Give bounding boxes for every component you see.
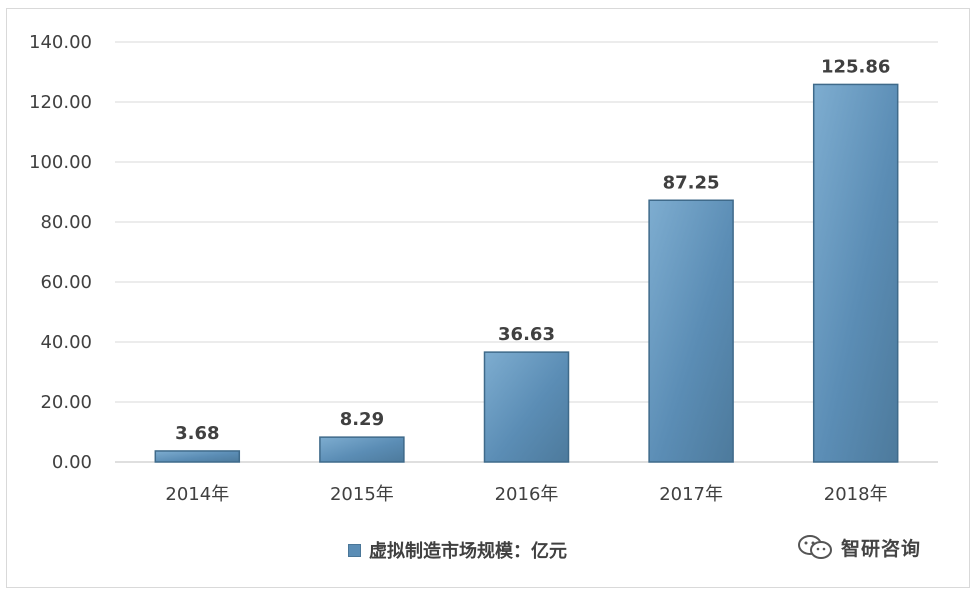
x-axis-categories: 2014年 2015年 2016年 2017年 2018年 [165,484,887,505]
data-labels: 3.68 8.29 36.63 87.25 125.86 [175,56,890,444]
y-tick-label: 80.00 [40,212,92,233]
wechat-icon [798,535,832,559]
y-axis-ticks: 0.00 20.00 40.00 60.00 80.00 100.00 120.00 140.… [29,32,92,473]
legend-label: 虚拟制造市场规模：亿元 [369,541,567,562]
gridlines [115,41,938,463]
data-label: 3.68 [175,423,219,444]
chart-frame [6,8,970,588]
data-label: 36.63 [498,324,555,345]
y-tick-label: 20.00 [40,392,92,413]
data-label: 125.86 [821,56,890,77]
x-category-label: 2014年 [165,484,229,505]
y-tick-label: 140.00 [29,32,92,53]
watermark-text: 智研咨询 [841,537,922,560]
watermark: 智研咨询 [795,533,921,561]
legend: 虚拟制造市场规模：亿元 [348,537,567,563]
data-label: 8.29 [340,409,384,430]
bar [319,436,405,463]
bar [812,83,899,463]
x-category-label: 2016年 [495,484,559,505]
x-category-label: 2015年 [330,484,394,505]
y-tick-label: 0.00 [52,452,92,473]
y-tick-label: 40.00 [40,332,92,353]
y-tick-label: 100.00 [29,152,92,173]
bar [648,199,734,463]
y-tick-label: 120.00 [29,92,92,113]
data-label: 87.25 [663,172,720,193]
bar [483,351,570,463]
x-category-label: 2017年 [659,484,723,505]
legend-swatch [348,543,361,557]
y-tick-label: 60.00 [40,272,92,293]
bars [154,83,899,463]
x-category-label: 2018年 [824,484,888,505]
bar [154,450,241,463]
